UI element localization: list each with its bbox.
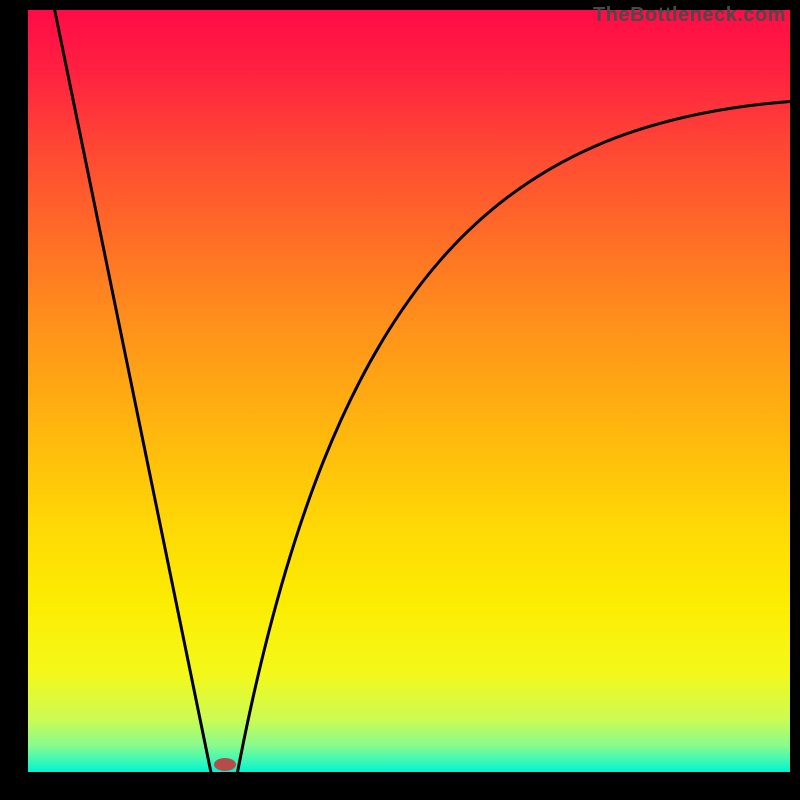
optimum-marker [214, 758, 236, 771]
chart-container: TheBottleneck.com [0, 0, 800, 800]
watermark-text: TheBottleneck.com [593, 4, 786, 27]
bottleneck-curve [28, 10, 790, 772]
plot-area [28, 10, 790, 772]
